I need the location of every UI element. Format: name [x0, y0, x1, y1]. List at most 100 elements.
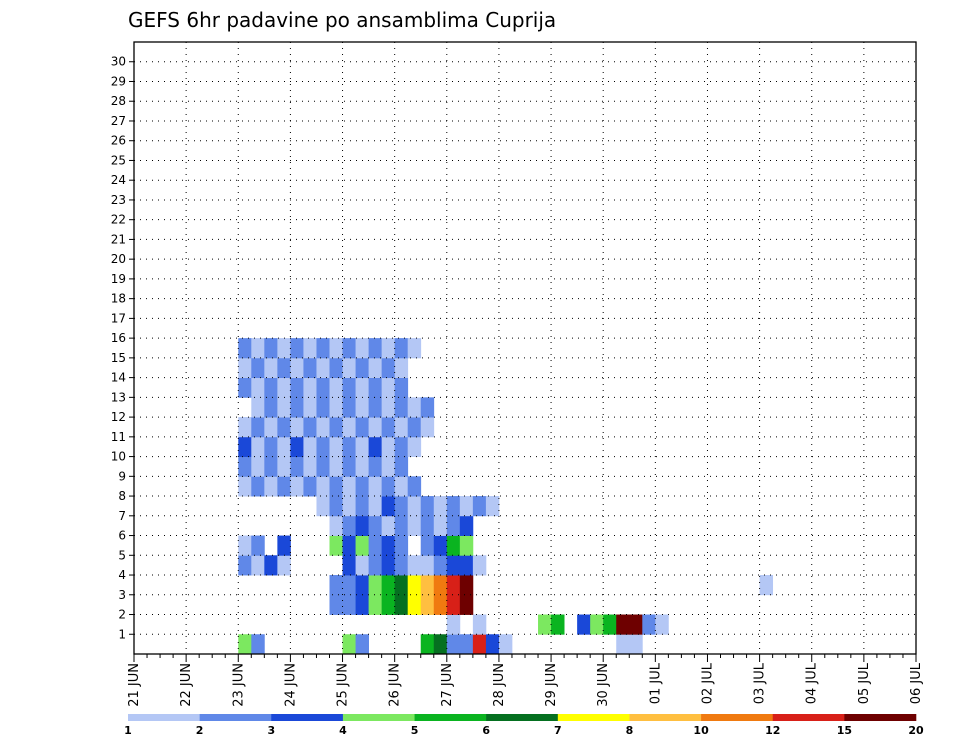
heatmap-cell — [316, 357, 330, 379]
heatmap-cell — [342, 594, 356, 615]
heatmap-cell — [394, 338, 409, 359]
heatmap-cell — [420, 417, 435, 438]
heatmap-cell — [394, 515, 409, 536]
heatmap-cell — [368, 357, 383, 379]
y-tick-label: 20 — [111, 252, 126, 266]
heatmap-cell — [368, 476, 383, 497]
heatmap-cell — [238, 456, 252, 477]
heatmap-cell — [498, 634, 513, 655]
heatmap-cell — [394, 555, 409, 576]
heatmap-cell — [264, 377, 278, 398]
heatmap-cell — [394, 575, 409, 596]
heatmap-cell — [355, 436, 369, 457]
heatmap-cell — [394, 377, 409, 398]
heatmap-cell — [759, 575, 774, 596]
heatmap-cell — [264, 357, 278, 379]
y-tick-label: 18 — [111, 292, 126, 306]
y-tick-label: 17 — [111, 311, 126, 325]
heatmap-cell — [251, 436, 265, 457]
heatmap-cell — [342, 535, 356, 556]
heatmap-cell — [381, 338, 396, 359]
heatmap-cell — [420, 634, 435, 655]
heatmap-cell — [238, 377, 252, 398]
heatmap-cell — [316, 476, 330, 497]
heatmap-cell — [590, 614, 604, 635]
y-tick-label: 2 — [118, 608, 126, 622]
heatmap-cell — [303, 436, 317, 457]
heatmap-cell — [355, 357, 369, 379]
x-tick-label: 05 JUL — [857, 662, 872, 704]
x-tick-label: 28 JUN — [492, 663, 507, 707]
y-tick-label: 25 — [111, 153, 126, 167]
heatmap-cell — [381, 397, 396, 418]
heatmap-cell — [420, 535, 435, 556]
heatmap-cell — [394, 436, 409, 457]
colorbar-label: 8 — [626, 724, 634, 737]
heatmap-cell — [316, 496, 330, 517]
heatmap-cell — [251, 456, 265, 477]
y-tick-label: 10 — [111, 450, 126, 464]
x-tick-label: 22 JUN — [179, 663, 194, 707]
heatmap-cell — [342, 417, 356, 438]
heatmap-cell — [485, 496, 500, 517]
heatmap-cell — [316, 436, 330, 457]
heatmap-cell — [629, 634, 643, 655]
heatmap-cell — [381, 436, 396, 457]
heatmap-cell — [381, 594, 396, 615]
heatmap-cell — [407, 555, 422, 576]
y-tick-label: 3 — [118, 588, 126, 602]
y-tick-label: 28 — [111, 94, 126, 108]
heatmap-cell — [394, 417, 409, 438]
y-tick-label: 12 — [111, 410, 126, 424]
heatmap-cell — [368, 515, 383, 536]
heatmap-cell — [368, 417, 383, 438]
heatmap-cell — [368, 555, 383, 576]
y-tick-label: 1 — [118, 627, 126, 641]
heatmap-cell — [329, 436, 343, 457]
heatmap-cell — [446, 535, 461, 556]
heatmap-cell — [329, 496, 343, 517]
heatmap-cell — [342, 436, 356, 457]
heatmap-cell — [433, 594, 448, 615]
colorbar-label: 2 — [196, 724, 204, 737]
heatmap-cell — [355, 575, 369, 596]
heatmap-cell — [238, 417, 252, 438]
y-tick-label: 27 — [111, 114, 126, 128]
heatmap-cell — [433, 515, 448, 536]
y-tick-label: 23 — [111, 193, 126, 207]
heatmap-cell — [381, 417, 396, 438]
heatmap-cell — [407, 575, 422, 596]
heatmap-cell — [407, 397, 422, 418]
y-tick-label: 30 — [111, 55, 126, 69]
heatmap-cell — [355, 338, 369, 359]
heatmap-cell — [264, 397, 278, 418]
heatmap-cell — [551, 614, 565, 635]
y-tick-label: 24 — [111, 173, 126, 187]
heatmap-cell — [316, 338, 330, 359]
heatmap-cell — [381, 555, 396, 576]
heatmap-cell — [290, 456, 304, 477]
heatmap-cell — [342, 476, 356, 497]
x-tick-label: 23 JUN — [231, 663, 246, 707]
x-tick-label: 02 JUL — [700, 662, 715, 704]
colorbar-label: 20 — [908, 724, 924, 737]
heatmap-cell — [355, 535, 369, 556]
heatmap-cell — [459, 515, 474, 536]
heatmap-cell — [303, 338, 317, 359]
heatmap-cell — [381, 575, 396, 596]
heatmap-cell — [238, 555, 252, 576]
heatmap-cell — [381, 377, 396, 398]
heatmap-cell — [264, 555, 278, 576]
colorbar-segment — [271, 714, 344, 721]
y-axis: 1234567891011121314151617181920212223242… — [111, 55, 134, 641]
heatmap-cell — [355, 417, 369, 438]
heatmap-cell — [459, 535, 474, 556]
colorbar-label: 5 — [411, 724, 419, 737]
x-tick-label: 24 JUN — [283, 663, 298, 707]
heatmap-cell — [238, 476, 252, 497]
heatmap-cell — [277, 397, 291, 418]
heatmap-cell — [459, 594, 474, 615]
heatmap-cell — [329, 476, 343, 497]
heatmap-cell — [277, 357, 291, 379]
